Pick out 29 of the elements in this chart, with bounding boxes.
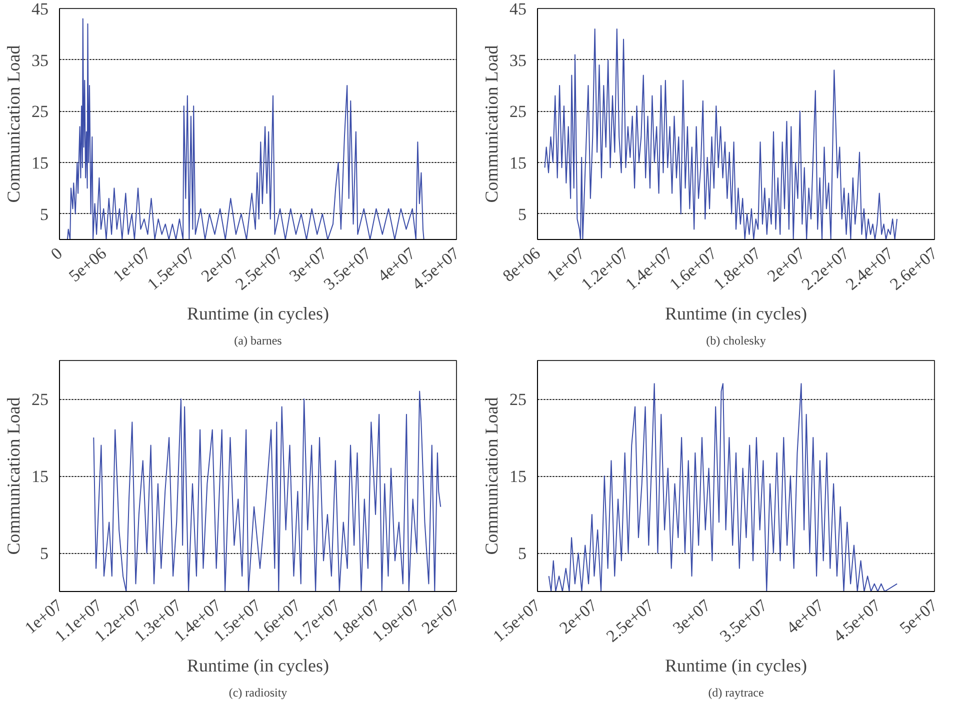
y-tick-label: 45: [32, 0, 48, 18]
y-tick-label: 15: [32, 467, 48, 486]
text: (b) cholesky: [706, 334, 766, 348]
x-axis-title: Runtime (in cycles): [187, 303, 329, 324]
y-tick-label: 25: [32, 390, 48, 409]
y-tick-label: 5: [40, 204, 48, 224]
y-tick-label: 35: [32, 50, 48, 70]
x-axis-title: Runtime (in cycles): [187, 655, 329, 676]
y-tick-label: 15: [510, 467, 526, 486]
text: (a) barnes: [234, 334, 282, 348]
y-tick-label: 25: [510, 102, 526, 122]
y-axis-title: Communication Load: [482, 397, 502, 555]
y-axis-title: Communication Load: [482, 45, 502, 203]
y-tick-label: 15: [32, 154, 48, 172]
y-tick-label: 25: [32, 102, 48, 122]
y-tick-label: 5: [40, 544, 48, 563]
y-axis-title: Communication Load: [4, 397, 24, 555]
y-tick-label: 35: [510, 50, 526, 70]
y-tick-label: 15: [510, 154, 526, 172]
y-tick-label: 5: [518, 204, 526, 224]
x-axis-title: Runtime (in cycles): [665, 303, 807, 324]
x-tick-label: 0: [47, 244, 66, 264]
y-tick-label: 5: [518, 544, 526, 563]
x-axis-title: Runtime (in cycles): [665, 655, 807, 676]
text: (c) radiosity: [228, 686, 288, 700]
y-tick-label: 45: [510, 0, 526, 18]
text: (d) raytrace: [708, 686, 764, 700]
y-tick-label: 25: [510, 390, 526, 409]
y-axis-title: Communication Load: [4, 45, 24, 203]
